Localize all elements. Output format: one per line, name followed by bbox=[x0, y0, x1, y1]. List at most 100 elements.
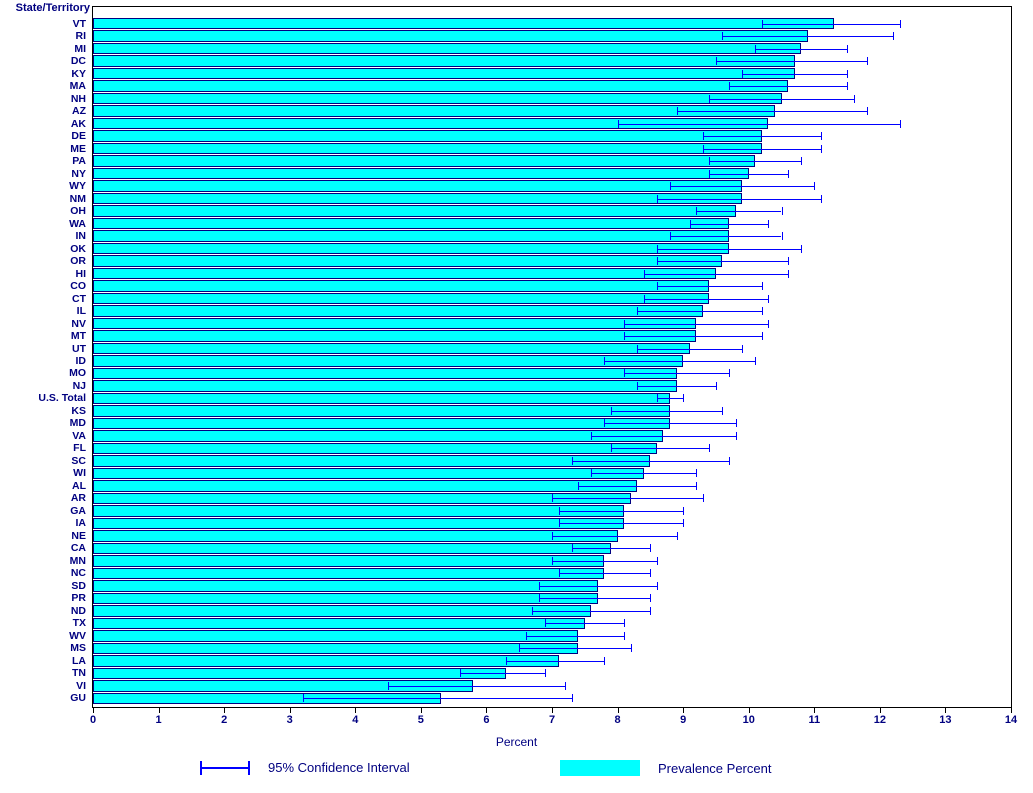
err-cap-low bbox=[604, 357, 605, 365]
err-bar bbox=[644, 274, 788, 275]
err-cap-high bbox=[650, 544, 651, 552]
err-cap-high bbox=[900, 20, 901, 28]
y-tick-label: PR bbox=[0, 593, 86, 604]
y-tick-label: FL bbox=[0, 443, 86, 454]
err-cap-high bbox=[631, 644, 632, 652]
err-cap-high bbox=[768, 220, 769, 228]
y-tick-label: WY bbox=[0, 181, 86, 192]
x-axis-title: Percent bbox=[0, 735, 1033, 749]
err-bar bbox=[709, 161, 801, 162]
legend-bar-label: Prevalence Percent bbox=[658, 761, 771, 776]
err-cap-high bbox=[742, 345, 743, 353]
y-tick-label: AK bbox=[0, 118, 86, 129]
x-tick-label: 5 bbox=[406, 714, 436, 726]
err-bar bbox=[618, 124, 900, 125]
x-tick-label: 0 bbox=[78, 714, 108, 726]
err-cap-low bbox=[611, 407, 612, 415]
err-cap-low bbox=[539, 582, 540, 590]
bar bbox=[93, 130, 762, 141]
err-bar bbox=[729, 86, 847, 87]
err-cap-high bbox=[867, 107, 868, 115]
y-tick-label: GU bbox=[0, 693, 86, 704]
bar bbox=[93, 155, 755, 166]
bar bbox=[93, 343, 690, 354]
x-tick-label: 3 bbox=[275, 714, 305, 726]
err-cap-low bbox=[460, 669, 461, 677]
plot-area bbox=[92, 6, 1012, 708]
bar bbox=[93, 218, 729, 229]
y-tick-label: MA bbox=[0, 81, 86, 92]
err-bar bbox=[637, 386, 716, 387]
err-cap-high bbox=[736, 419, 737, 427]
x-tick-label: 9 bbox=[668, 714, 698, 726]
bar bbox=[93, 205, 736, 216]
err-cap-low bbox=[709, 170, 710, 178]
x-tick-label: 1 bbox=[144, 714, 174, 726]
err-cap-high bbox=[624, 619, 625, 627]
err-bar bbox=[506, 661, 604, 662]
y-tick-label: SC bbox=[0, 456, 86, 467]
err-cap-high bbox=[788, 270, 789, 278]
err-cap-low bbox=[637, 307, 638, 315]
bar-swatch-icon bbox=[560, 760, 640, 776]
err-cap-low bbox=[670, 182, 671, 190]
err-cap-low bbox=[657, 282, 658, 290]
y-tick-label: NY bbox=[0, 168, 86, 179]
bar bbox=[93, 393, 670, 404]
bar bbox=[93, 230, 729, 241]
y-tick-label: WI bbox=[0, 468, 86, 479]
bar bbox=[93, 318, 696, 329]
err-cap-low bbox=[611, 444, 612, 452]
legend-ci-label: 95% Confidence Interval bbox=[268, 760, 410, 775]
err-cap-low bbox=[552, 532, 553, 540]
y-tick-label: OH bbox=[0, 206, 86, 217]
err-cap-high bbox=[768, 295, 769, 303]
bar bbox=[93, 330, 696, 341]
err-bar bbox=[624, 324, 768, 325]
bar bbox=[93, 380, 677, 391]
err-cap-high bbox=[572, 694, 573, 702]
y-tick-label: CO bbox=[0, 281, 86, 292]
y-tick-label: AL bbox=[0, 481, 86, 492]
y-tick-label: IA bbox=[0, 518, 86, 529]
err-bar bbox=[755, 49, 847, 50]
y-tick-label: IN bbox=[0, 231, 86, 242]
y-tick-label: ND bbox=[0, 606, 86, 617]
err-cap-high bbox=[703, 494, 704, 502]
err-bar bbox=[559, 511, 684, 512]
x-tick-label: 4 bbox=[340, 714, 370, 726]
err-cap-high bbox=[755, 357, 756, 365]
legend: 95% Confidence Interval Prevalence Perce… bbox=[0, 760, 1033, 790]
err-cap-low bbox=[657, 394, 658, 402]
bar bbox=[93, 568, 604, 579]
y-tick-label: NM bbox=[0, 193, 86, 204]
err-cap-high bbox=[650, 607, 651, 615]
err-bar bbox=[559, 573, 651, 574]
y-tick-label: DC bbox=[0, 56, 86, 67]
bar bbox=[93, 168, 749, 179]
err-bar bbox=[637, 349, 742, 350]
bar bbox=[93, 293, 709, 304]
err-cap-high bbox=[565, 682, 566, 690]
bar bbox=[93, 443, 657, 454]
y-tick-label: MI bbox=[0, 43, 86, 54]
y-tick-label: VT bbox=[0, 18, 86, 29]
x-tick-label: 6 bbox=[471, 714, 501, 726]
y-tick-label: DE bbox=[0, 131, 86, 142]
err-bar bbox=[722, 36, 892, 37]
bar bbox=[93, 593, 598, 604]
err-bar bbox=[703, 136, 821, 137]
err-cap-high bbox=[847, 82, 848, 90]
err-cap-low bbox=[539, 594, 540, 602]
err-bar bbox=[624, 336, 762, 337]
err-cap-high bbox=[657, 582, 658, 590]
err-bar bbox=[604, 361, 755, 362]
err-cap-high bbox=[814, 182, 815, 190]
err-cap-high bbox=[893, 32, 894, 40]
bar bbox=[93, 580, 598, 591]
y-tick-label: AR bbox=[0, 493, 86, 504]
bar bbox=[93, 368, 677, 379]
bar bbox=[93, 455, 650, 466]
err-cap-high bbox=[683, 519, 684, 527]
err-cap-high bbox=[782, 207, 783, 215]
